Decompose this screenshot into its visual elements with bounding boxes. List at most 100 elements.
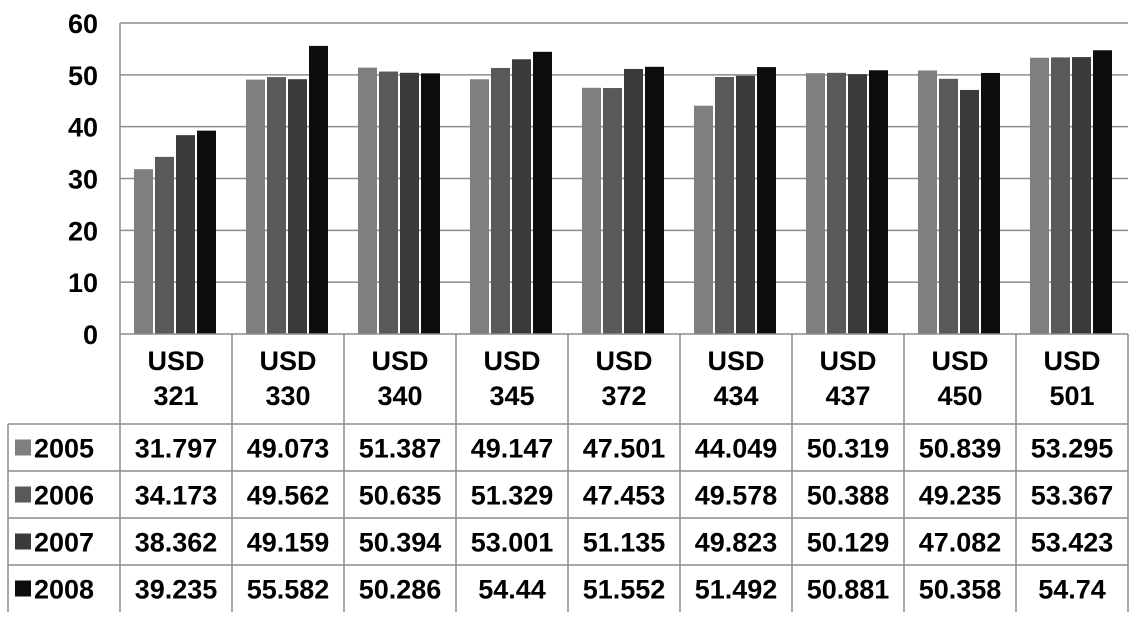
table-cell: 50.129 bbox=[807, 528, 890, 558]
table-cell: 55.582 bbox=[247, 575, 330, 605]
bar-2008-8 bbox=[1093, 50, 1112, 334]
bar-2005-4 bbox=[582, 87, 601, 334]
bar-2007-6 bbox=[848, 74, 867, 335]
bar-2008-5 bbox=[757, 67, 776, 335]
table-cell: 53.423 bbox=[1031, 528, 1114, 558]
category-label: USD 345 bbox=[483, 346, 540, 411]
bar-2008-7 bbox=[981, 72, 1000, 335]
bar-2006-5 bbox=[715, 77, 734, 335]
bar-2005-2 bbox=[358, 67, 377, 335]
axes bbox=[119, 23, 1128, 335]
table-cell: 49.073 bbox=[247, 434, 330, 464]
bar-2008-1 bbox=[309, 45, 328, 335]
table-cell: 53.295 bbox=[1031, 434, 1114, 464]
table-cell: 50.358 bbox=[919, 575, 1002, 605]
legend-label-2008: 2008 bbox=[34, 575, 94, 605]
bar-2006-8 bbox=[1051, 57, 1070, 335]
category-label: USD 501 bbox=[1043, 346, 1100, 411]
bar-2006-2 bbox=[379, 71, 398, 334]
bar-2007-1 bbox=[288, 79, 307, 334]
bar-2005-8 bbox=[1030, 57, 1049, 335]
category-label: USD 372 bbox=[595, 346, 652, 411]
table-cell: 47.453 bbox=[583, 481, 666, 511]
bar-2008-2 bbox=[421, 73, 440, 335]
legend-key-2005 bbox=[15, 439, 31, 456]
table-cell: 49.159 bbox=[247, 528, 330, 558]
bar-2007-5 bbox=[736, 75, 755, 334]
y-tick-label: 60 bbox=[68, 9, 98, 39]
table-cell: 54.44 bbox=[478, 575, 546, 605]
y-tick-label: 10 bbox=[68, 268, 98, 298]
bar-2006-6 bbox=[827, 72, 846, 334]
legend-label-2005: 2005 bbox=[34, 434, 94, 464]
table-cell: 31.797 bbox=[135, 434, 218, 464]
table-cell: 50.881 bbox=[807, 575, 890, 605]
legend-label-2007: 2007 bbox=[34, 528, 94, 558]
table-cell: 51.135 bbox=[583, 528, 666, 558]
table-cell: 49.147 bbox=[471, 434, 554, 464]
bar-2005-7 bbox=[918, 70, 937, 334]
table-cell: 50.286 bbox=[359, 575, 442, 605]
bar-2007-8 bbox=[1072, 57, 1091, 334]
y-tick-label: 0 bbox=[83, 320, 98, 350]
bar-2008-3 bbox=[533, 51, 552, 334]
category-label: USD 450 bbox=[931, 346, 988, 411]
table-cell: 50.388 bbox=[807, 481, 890, 511]
y-tick-label: 30 bbox=[68, 165, 98, 195]
bar-2006-3 bbox=[491, 67, 510, 334]
bar-2007-7 bbox=[960, 89, 979, 334]
category-label: USD 330 bbox=[259, 346, 316, 411]
category-label: USD 340 bbox=[371, 346, 428, 411]
y-tick-label: 50 bbox=[68, 61, 98, 91]
table-cell: 50.635 bbox=[359, 481, 442, 511]
bar-2007-0 bbox=[176, 135, 195, 334]
bar-2006-0 bbox=[155, 156, 174, 334]
table-cell: 47.082 bbox=[919, 528, 1002, 558]
table-cell: 51.552 bbox=[583, 575, 666, 605]
table-cell: 50.319 bbox=[807, 434, 890, 464]
bars bbox=[134, 45, 1112, 335]
bar-2006-1 bbox=[267, 77, 286, 334]
bar-2008-4 bbox=[645, 66, 664, 334]
table-cell: 49.823 bbox=[695, 528, 778, 558]
bar-2008-0 bbox=[197, 130, 216, 334]
table-cell: 38.362 bbox=[135, 528, 218, 558]
table-cell: 50.839 bbox=[919, 434, 1002, 464]
table-cell: 50.394 bbox=[359, 528, 442, 558]
bar-2005-0 bbox=[134, 169, 153, 334]
bar-2005-5 bbox=[694, 105, 713, 334]
table-cell: 49.562 bbox=[247, 481, 330, 511]
legend-key-2007 bbox=[15, 533, 31, 550]
bar-2008-6 bbox=[869, 70, 888, 334]
bar-2007-2 bbox=[400, 72, 419, 334]
y-tick-label: 20 bbox=[68, 216, 98, 246]
table-cell: 44.049 bbox=[695, 434, 778, 464]
table-cell: 51.387 bbox=[359, 434, 442, 464]
data-table: USD 321 USD 330 USD 340 USD 345 USD 372 USD 434 USD 4… bbox=[7, 334, 1129, 612]
bar-2006-7 bbox=[939, 78, 958, 334]
table-cell: 51.329 bbox=[471, 481, 554, 511]
y-tick-labels: 0 10 20 30 40 50 60 bbox=[68, 9, 98, 350]
table-cell: 51.492 bbox=[695, 575, 778, 605]
table-cell: 39.235 bbox=[135, 575, 218, 605]
bar-2005-3 bbox=[470, 79, 489, 334]
legend-key-2008 bbox=[15, 580, 31, 597]
legend-label-2006: 2006 bbox=[34, 481, 94, 511]
bar-2005-6 bbox=[806, 73, 825, 335]
category-label: USD 437 bbox=[819, 346, 876, 411]
table-cell: 47.501 bbox=[583, 434, 666, 464]
table-cell: 49.235 bbox=[919, 481, 1002, 511]
category-label: USD 434 bbox=[707, 346, 764, 411]
table-cell: 34.173 bbox=[135, 481, 218, 511]
bar-2007-3 bbox=[512, 59, 531, 335]
bar-2007-4 bbox=[624, 68, 643, 334]
table-cell: 53.001 bbox=[471, 528, 554, 558]
bar-2005-1 bbox=[246, 79, 265, 335]
bar-2006-4 bbox=[603, 88, 622, 335]
category-label: USD 321 bbox=[147, 346, 204, 411]
table-cell: 54.74 bbox=[1038, 575, 1106, 605]
table-cell: 49.578 bbox=[695, 481, 778, 511]
legend-key-2006 bbox=[15, 486, 31, 503]
y-tick-label: 40 bbox=[68, 113, 98, 143]
